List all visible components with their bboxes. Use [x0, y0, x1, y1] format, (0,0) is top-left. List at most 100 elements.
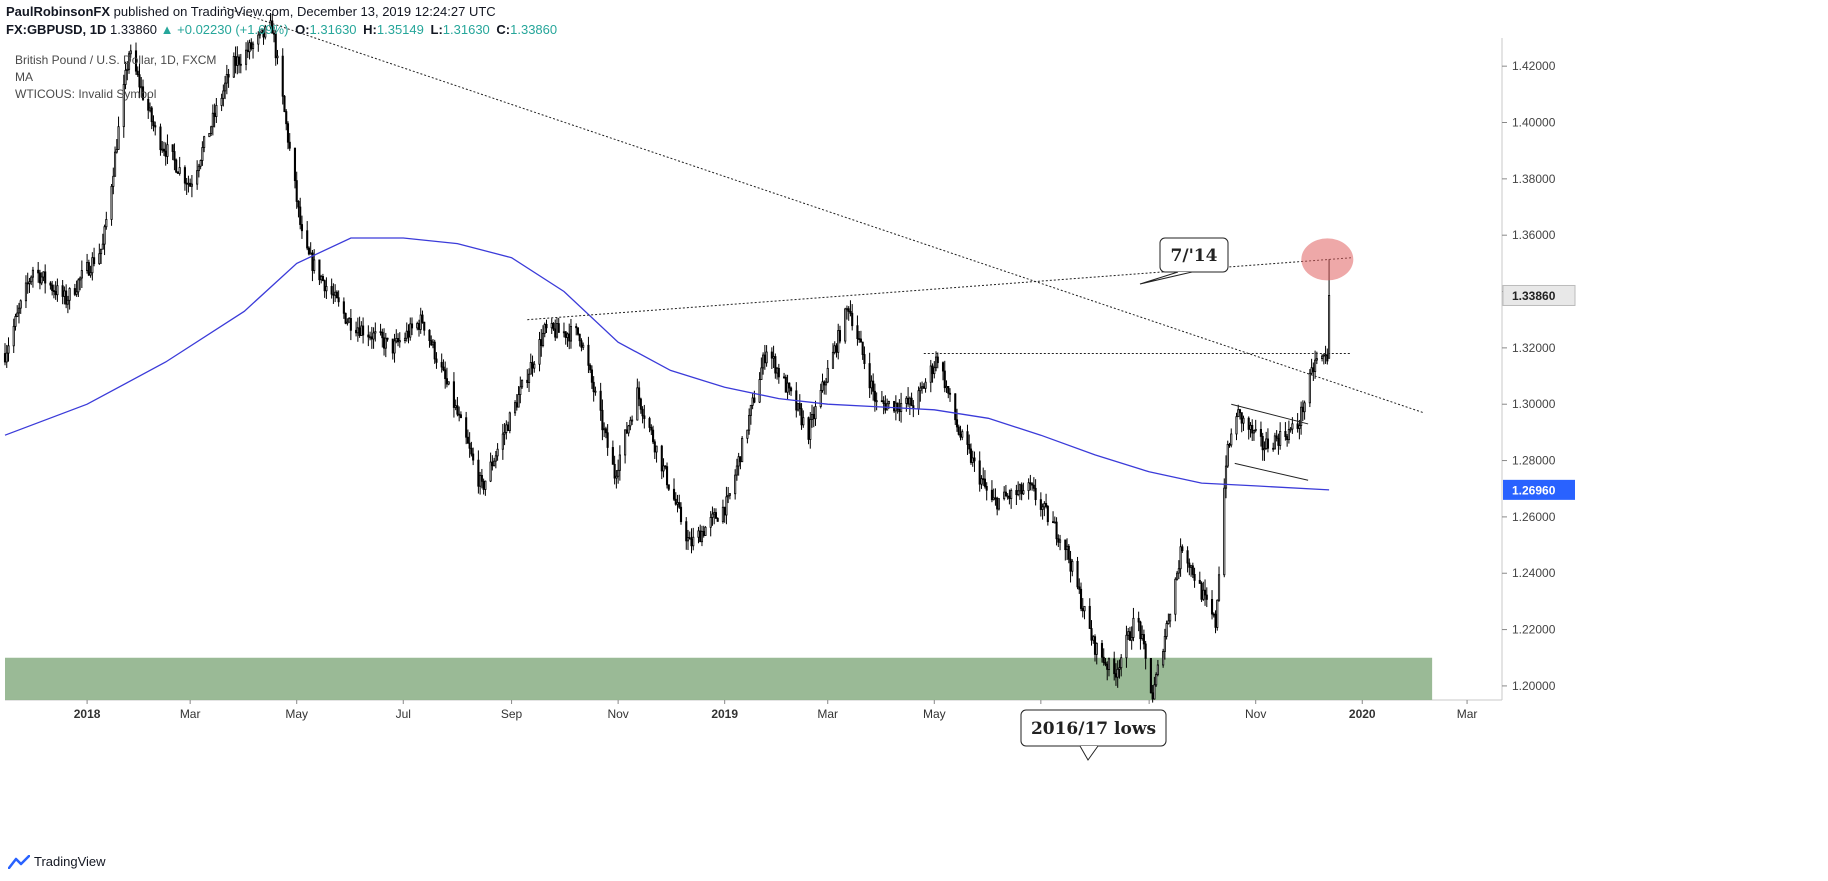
candle-body [727, 494, 730, 498]
legend-ma[interactable]: MA [15, 70, 33, 84]
candle-body [313, 259, 316, 271]
candle-body [1314, 359, 1317, 372]
candle-body [456, 405, 459, 415]
candle-body [1004, 491, 1007, 497]
candle-body [138, 74, 141, 88]
candle-body [79, 277, 82, 281]
candle-body [919, 387, 922, 392]
legend-title[interactable]: British Pound / U.S. Dollar, 1D, FXCM [15, 53, 217, 67]
candle-body [134, 50, 138, 72]
candle-body [14, 316, 17, 327]
candle-body [1235, 416, 1238, 435]
candle-body [238, 56, 241, 65]
candle-body [409, 323, 412, 338]
author-name[interactable]: PaulRobinsonFX [6, 4, 110, 19]
candle-body [454, 405, 457, 408]
candle-body [281, 55, 284, 97]
candle-body [1279, 430, 1282, 446]
candle-body [514, 402, 517, 414]
candle-body [1006, 495, 1009, 498]
candle-body [802, 417, 805, 426]
y-tick-label: 1.24000 [1512, 566, 1556, 580]
candle-body [419, 314, 422, 330]
candle-body [1015, 490, 1018, 496]
candle-body [776, 367, 779, 374]
candle-body [344, 312, 347, 324]
candle-body [1216, 599, 1219, 628]
candle-body [1259, 428, 1262, 437]
candle-body [501, 433, 504, 450]
candle-body [1312, 367, 1315, 372]
candle-body [248, 42, 251, 53]
y-tick-label: 1.28000 [1512, 454, 1556, 468]
candle-body [393, 340, 396, 354]
candle-body [28, 281, 31, 284]
candle-body [37, 269, 40, 274]
candle-body [246, 49, 249, 53]
candle-body [1116, 668, 1119, 678]
candle-body [678, 502, 681, 508]
candle-body [208, 132, 211, 138]
candle-body [1176, 572, 1179, 580]
candle-body [1169, 613, 1172, 622]
candle-body [201, 147, 204, 161]
candle-body [1155, 674, 1158, 686]
candle-body [1308, 372, 1311, 404]
candle-body [1067, 545, 1070, 560]
candle-body [941, 362, 945, 372]
candle-body [653, 441, 656, 453]
candle-body [819, 389, 822, 407]
candle-body [1321, 355, 1324, 360]
candle-body [569, 326, 573, 342]
candle-body [440, 361, 443, 368]
candle-body [826, 367, 829, 383]
candle-body [1326, 354, 1329, 362]
candle-body [934, 356, 938, 369]
candle-body [615, 475, 618, 479]
footer-brand[interactable]: TradingView [8, 854, 106, 869]
candle-body [1238, 409, 1242, 414]
candle-body [445, 378, 448, 385]
candle-body [141, 86, 145, 100]
legend-wticous[interactable]: WTICOUS: Invalid Symbol [15, 87, 157, 101]
candle-body [1034, 487, 1037, 501]
candle-body [1064, 539, 1067, 551]
candle-body [283, 95, 286, 113]
candle-body [17, 307, 21, 314]
candle-body [1328, 295, 1331, 359]
candle-body [1053, 521, 1056, 524]
candle-body [164, 150, 167, 157]
candle-body [225, 74, 228, 84]
candle-body [1240, 412, 1243, 424]
candle-body [526, 379, 529, 383]
candle-body [638, 387, 641, 400]
candle-body [210, 126, 213, 134]
candle-body [709, 517, 712, 528]
candle-body [576, 327, 580, 335]
candle-body [416, 323, 419, 329]
candle-body [639, 398, 642, 410]
candle-body [508, 412, 511, 431]
candle-body [1322, 354, 1325, 357]
candle-body [1031, 483, 1034, 486]
candle-body [552, 322, 555, 330]
callout-pointer [1139, 271, 1193, 285]
candle-body [765, 351, 768, 364]
candle-body [992, 497, 995, 501]
candle-body [1226, 444, 1229, 467]
candle-body [355, 329, 358, 334]
candle-body [1252, 430, 1256, 434]
candle-body [917, 390, 920, 410]
last-price: 1.33860 [110, 22, 158, 37]
candle-body [734, 474, 737, 495]
candle-body [562, 331, 566, 334]
candle-body [178, 167, 181, 174]
candle-body [1107, 658, 1111, 670]
open-value: 1.31630 [309, 22, 357, 37]
candle-body [491, 461, 494, 467]
candle-body [575, 326, 578, 329]
candle-body [274, 33, 277, 59]
candle-body [171, 144, 174, 152]
candle-body [648, 418, 651, 428]
